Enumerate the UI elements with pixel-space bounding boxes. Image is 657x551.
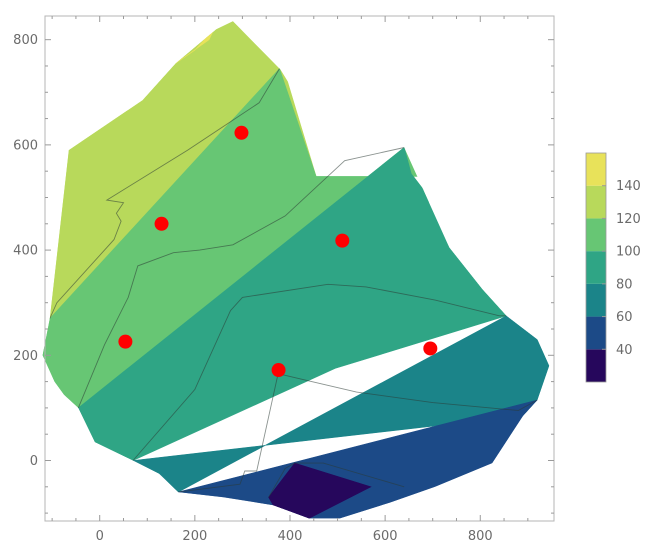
legend-label: 100: [616, 245, 641, 260]
contour-lines: [49, 68, 538, 498]
data-point: [234, 125, 249, 140]
legend-label: 140: [616, 179, 641, 194]
x-tick-label: 600: [373, 529, 398, 544]
legend-swatch: [586, 185, 606, 219]
legend-label: 80: [616, 277, 633, 292]
contour-line-2: [132, 283, 507, 461]
contour-line-1: [77, 147, 405, 409]
legend-label: 120: [616, 212, 641, 227]
contour-regions: [42, 21, 550, 519]
legend-swatch: [586, 153, 606, 186]
data-point: [271, 363, 286, 378]
legend-swatch: [586, 283, 606, 317]
contour-region-20-40: [268, 462, 372, 519]
y-tick-label: 0: [30, 454, 38, 469]
y-tick-label: 800: [13, 33, 38, 48]
x-tick-label: 200: [182, 529, 207, 544]
legend-label: 40: [616, 343, 633, 358]
data-point: [423, 341, 438, 356]
x-tick-label: 0: [96, 529, 104, 544]
legend-swatch: [586, 316, 606, 350]
legend-swatch: [586, 251, 606, 284]
x-tick-label: 400: [278, 529, 303, 544]
data-points: [118, 125, 438, 378]
plot-frame: [44, 15, 555, 522]
x-tick-label: 800: [468, 529, 493, 544]
legend-label: 60: [616, 310, 633, 325]
legend-swatch: [586, 218, 606, 252]
contour-line-4: [268, 462, 405, 498]
data-point: [118, 334, 133, 349]
legend-frame: [585, 152, 607, 383]
y-tick-label: 400: [13, 244, 38, 259]
y-tick-label: 600: [13, 138, 38, 153]
data-point: [154, 216, 169, 231]
y-tick-label: 200: [13, 349, 38, 364]
data-point: [335, 233, 350, 248]
contour-line-0: [49, 68, 280, 319]
legend-swatch: [586, 349, 606, 382]
axis-ticks: 0 200 400 600 800 0 200 400 600 800: [13, 16, 554, 544]
legend: 40 60 80 100 120 140: [585, 152, 641, 383]
